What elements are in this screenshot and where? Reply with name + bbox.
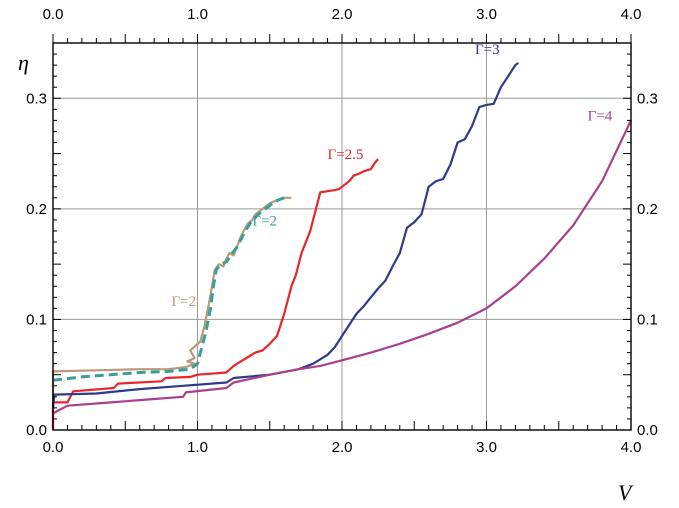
y-tick-label-right: 0.3 <box>637 90 658 107</box>
x-tick-label-top: 4.0 <box>621 6 642 23</box>
series-line-3 <box>51 158 379 430</box>
y-axis-label: η <box>18 50 29 75</box>
y-tick-label-right: 0.2 <box>637 201 658 218</box>
x-tick-label-top: 2.0 <box>332 6 353 23</box>
series-line-4 <box>51 62 519 409</box>
y-tick-label-left: 0.1 <box>26 311 47 328</box>
series-label-5: Γ=4 <box>588 108 613 124</box>
ticks <box>52 34 632 431</box>
series-label-4: Γ=3 <box>475 42 500 58</box>
y-tick-label-left: 0.2 <box>26 201 47 218</box>
series-label-3: Γ=2.5 <box>328 147 364 163</box>
y-tick-label-left: 0.0 <box>26 422 47 439</box>
x-tick-label-bottom: 1.0 <box>187 439 208 456</box>
x-tick-label-top: 3.0 <box>476 6 497 23</box>
series-label-1: Γ=2 <box>171 294 196 310</box>
y-tick-label-right: 0.1 <box>637 311 658 328</box>
series-labels: Γ=2 Γ=2 Γ=2.5 Γ=3 Γ=4 <box>171 42 612 310</box>
series-layer <box>51 62 632 430</box>
x-tick-label-bottom: 2.0 <box>332 439 353 456</box>
y-tick-label-left: 0.3 <box>26 90 47 107</box>
series-line-5 <box>52 119 632 415</box>
y-tick-label-right: 0.0 <box>637 422 658 439</box>
x-tick-label-top: 1.0 <box>187 6 208 23</box>
x-axis-label: V <box>618 480 634 505</box>
x-tick-label-top: 0.0 <box>43 6 64 23</box>
series-label-2: Γ=2 <box>252 213 277 229</box>
x-tick-label-bottom: 4.0 <box>621 439 642 456</box>
grid <box>53 43 631 430</box>
x-tick-label-bottom: 0.0 <box>43 439 64 456</box>
series-line-1 <box>51 196 292 430</box>
x-tick-label-bottom: 3.0 <box>476 439 497 456</box>
tick-labels: 0.00.01.01.02.02.03.03.04.04.00.0 0.00.1 0… <box>26 6 658 456</box>
series-line-2 <box>52 196 285 382</box>
